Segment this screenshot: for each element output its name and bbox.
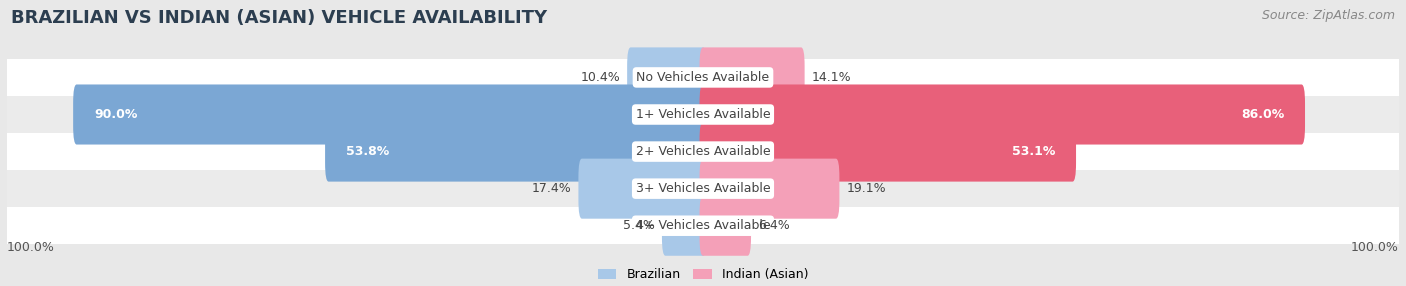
FancyBboxPatch shape [7, 170, 1399, 207]
FancyBboxPatch shape [7, 96, 1399, 133]
FancyBboxPatch shape [7, 59, 1399, 96]
Text: 90.0%: 90.0% [94, 108, 138, 121]
FancyBboxPatch shape [627, 47, 706, 108]
FancyBboxPatch shape [325, 122, 706, 182]
Text: 86.0%: 86.0% [1241, 108, 1284, 121]
Text: 4+ Vehicles Available: 4+ Vehicles Available [636, 219, 770, 232]
Text: 6.4%: 6.4% [758, 219, 790, 232]
FancyBboxPatch shape [700, 159, 839, 219]
FancyBboxPatch shape [662, 196, 706, 256]
FancyBboxPatch shape [73, 84, 706, 144]
Text: 53.8%: 53.8% [346, 145, 389, 158]
Text: Source: ZipAtlas.com: Source: ZipAtlas.com [1261, 9, 1395, 21]
FancyBboxPatch shape [700, 47, 804, 108]
Text: 100.0%: 100.0% [1351, 241, 1399, 255]
Text: 2+ Vehicles Available: 2+ Vehicles Available [636, 145, 770, 158]
FancyBboxPatch shape [700, 84, 1305, 144]
Text: 17.4%: 17.4% [531, 182, 571, 195]
FancyBboxPatch shape [7, 207, 1399, 244]
Text: 14.1%: 14.1% [811, 71, 851, 84]
Text: BRAZILIAN VS INDIAN (ASIAN) VEHICLE AVAILABILITY: BRAZILIAN VS INDIAN (ASIAN) VEHICLE AVAI… [11, 9, 547, 27]
Text: 5.4%: 5.4% [623, 219, 655, 232]
Text: 19.1%: 19.1% [846, 182, 886, 195]
Text: No Vehicles Available: No Vehicles Available [637, 71, 769, 84]
FancyBboxPatch shape [700, 122, 1076, 182]
FancyBboxPatch shape [700, 196, 751, 256]
Text: 10.4%: 10.4% [581, 71, 620, 84]
Text: 100.0%: 100.0% [7, 241, 55, 255]
Text: 3+ Vehicles Available: 3+ Vehicles Available [636, 182, 770, 195]
Legend: Brazilian, Indian (Asian): Brazilian, Indian (Asian) [598, 269, 808, 281]
FancyBboxPatch shape [578, 159, 706, 219]
Text: 1+ Vehicles Available: 1+ Vehicles Available [636, 108, 770, 121]
Text: 53.1%: 53.1% [1012, 145, 1054, 158]
FancyBboxPatch shape [7, 133, 1399, 170]
